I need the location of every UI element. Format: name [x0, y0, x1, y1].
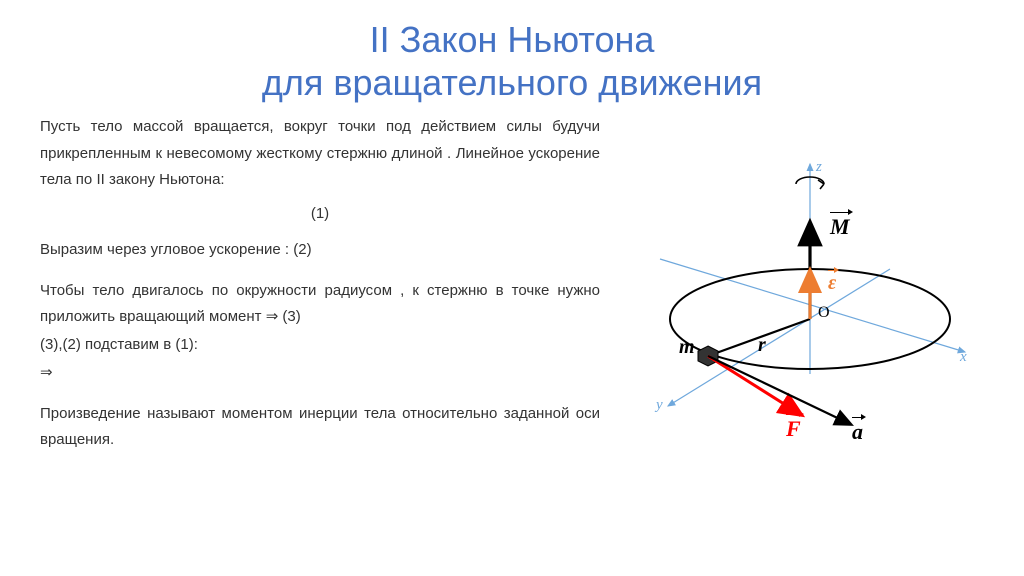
y-axis [668, 269, 890, 406]
label-origin: O [818, 304, 830, 322]
para-4: (3),(2) подставим в (1): [40, 332, 600, 358]
slide-title: II Закон Ньютона для вращательного движе… [0, 0, 1024, 104]
label-x: x [960, 349, 967, 366]
equation-1: (1) [40, 201, 600, 227]
para-6: Произведение называют моментом инерции т… [40, 401, 600, 454]
label-moment: M [830, 214, 850, 240]
text-column: Пусть тело массой вращается, вокруг точк… [40, 114, 600, 455]
para-2: Выразим через угловое ускорение : (2) [40, 237, 600, 263]
rotational-diagram: z x y O m r M ε F a [600, 144, 980, 449]
x-axis [660, 259, 965, 352]
label-z: z [816, 159, 822, 176]
title-line-1: II Закон Ньютона [370, 19, 655, 60]
label-epsilon: ε [828, 272, 836, 295]
label-force: F [786, 416, 801, 442]
diagram-column: z x y O m r M ε F a [600, 114, 984, 455]
label-accel: a [852, 419, 863, 445]
para-3: Чтобы тело двигалось по окружности радиу… [40, 278, 600, 331]
para-5: ⇒ [40, 360, 600, 386]
content-row: Пусть тело массой вращается, вокруг точк… [0, 104, 1024, 455]
label-y: y [656, 397, 663, 414]
title-line-2: для вращательного движения [262, 62, 762, 103]
accel-vector [708, 356, 850, 424]
label-m: m [679, 336, 695, 359]
label-r: r [758, 334, 766, 357]
para-1: Пусть тело массой вращается, вокруг точк… [40, 114, 600, 193]
